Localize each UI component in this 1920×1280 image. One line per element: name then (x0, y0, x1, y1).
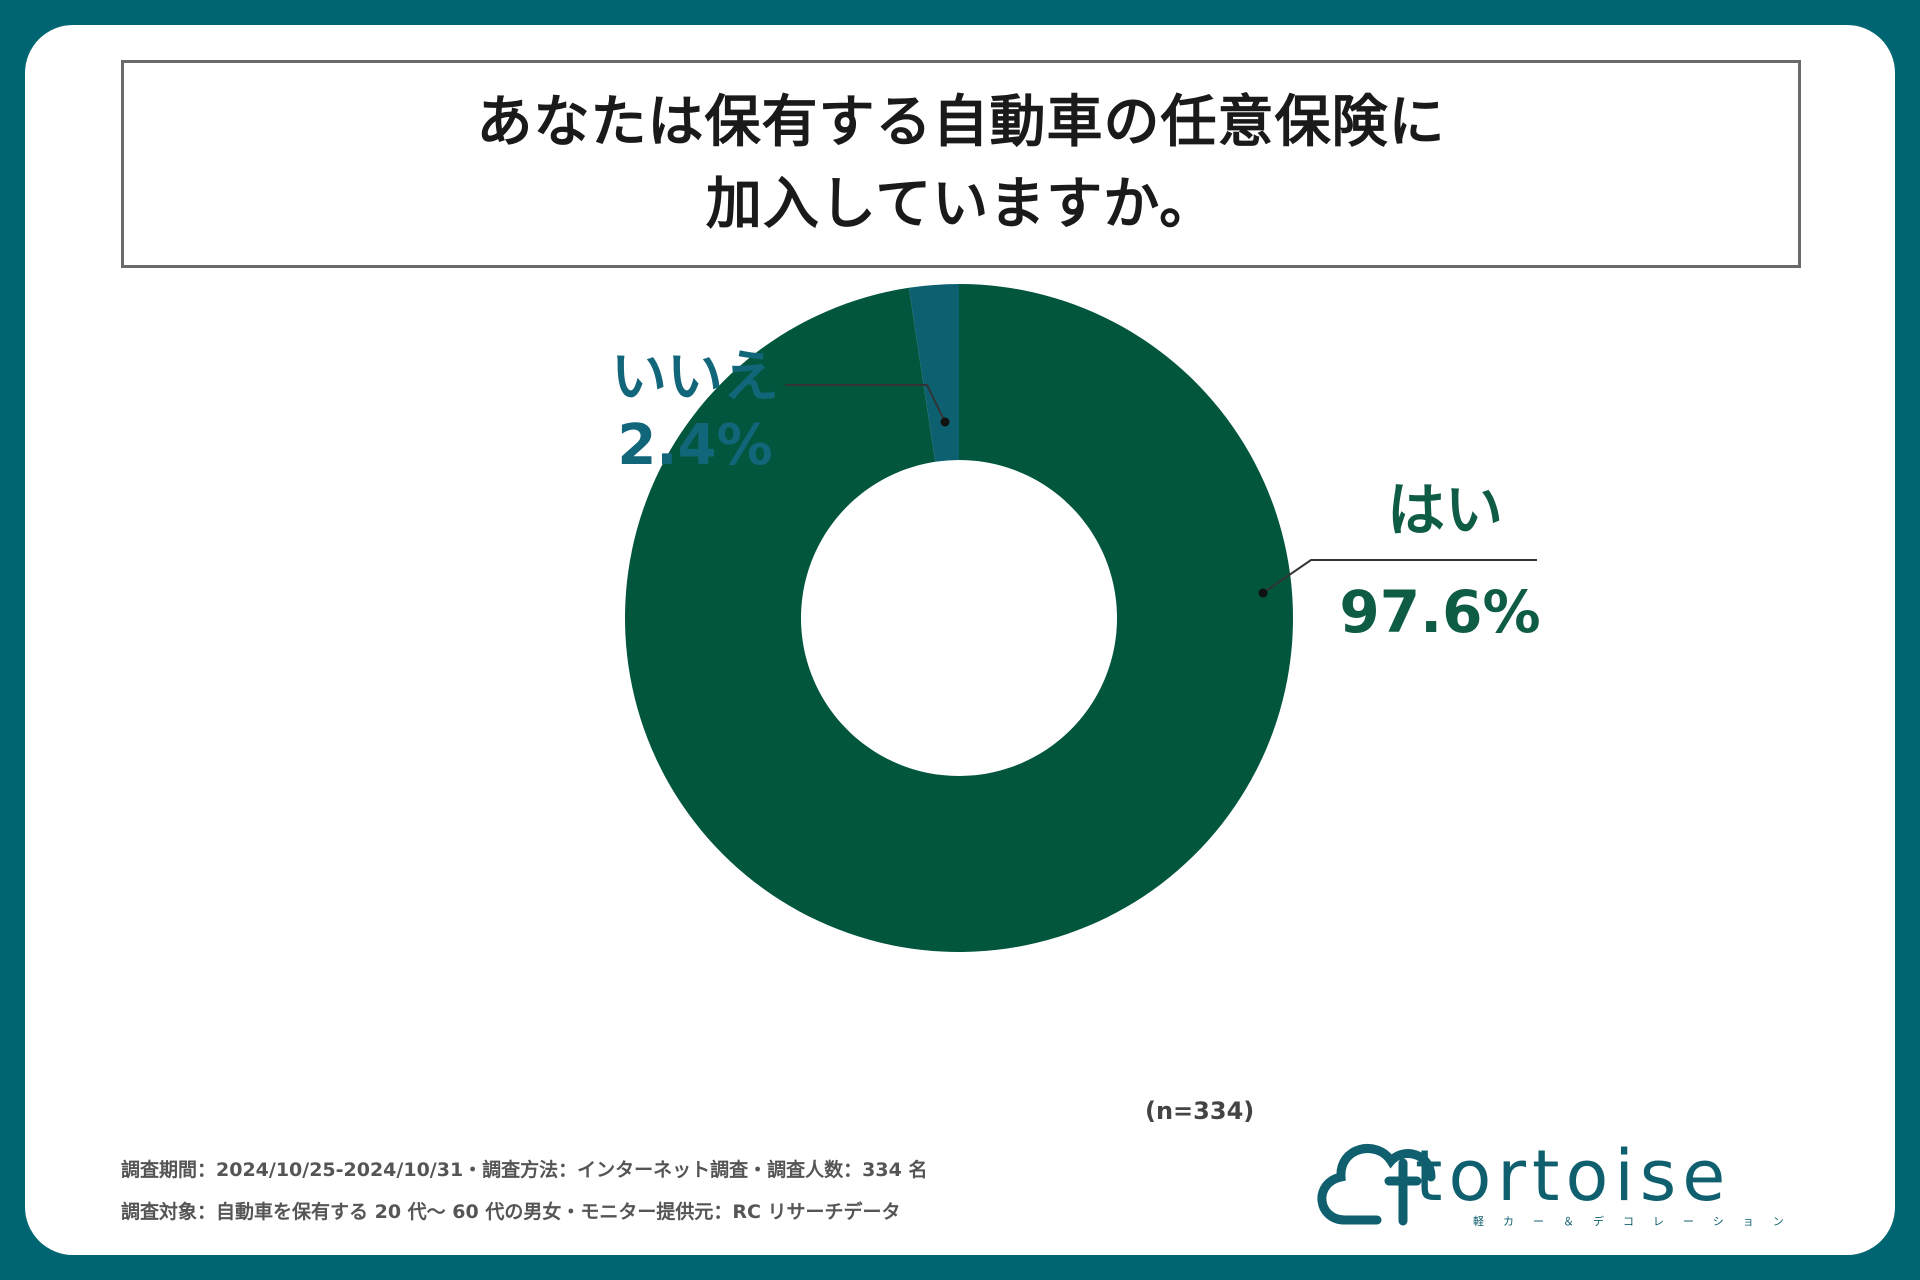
label-yes-percent: 97.6% (1339, 578, 1541, 646)
donut-slice-yes (625, 284, 1293, 953)
label-no-percent: 2.4% (617, 413, 773, 478)
card: あなたは保有する自動車の任意保険に 加入していますか。 いいえ 2.4% はい … (25, 25, 1895, 1255)
leader-line-yes (1262, 559, 1537, 594)
title-line-1: あなたは保有する自動車の任意保険に (476, 90, 1446, 155)
label-no-name: いいえ (611, 345, 779, 410)
donut-slice-no (908, 284, 959, 462)
tortoise-logo: tortoise 軽カー＆デコレーション (1305, 1125, 1825, 1245)
footnote-survey-target: 調査対象：自動車を保有する 20 代〜 60 代の男女・モニター提供元：RC リ… (121, 1201, 901, 1223)
footnote-survey-period: 調査期間：2024/10/25-2024/10/31・調査方法：インターネット調… (121, 1159, 928, 1181)
donut-slices (625, 284, 1293, 953)
title-line-2: 加入していますか。 (705, 172, 1217, 237)
leader-dot-no (940, 417, 950, 427)
title-box: あなたは保有する自動車の任意保険に 加入していますか。 (121, 60, 1801, 268)
label-no: いいえ 2.4% (585, 345, 805, 481)
leader-dot-yes (1258, 588, 1268, 598)
logo-subtitle: 軽カー＆デコレーション (1473, 1215, 1803, 1228)
sample-size-label: (n=334) (1145, 1097, 1255, 1125)
label-yes-name: はい (1386, 476, 1503, 544)
logo-word: tortoise (1415, 1135, 1732, 1217)
donut-chart (625, 284, 1537, 953)
leader-line-no (785, 384, 946, 423)
cloud-logo-icon (1317, 1144, 1436, 1226)
